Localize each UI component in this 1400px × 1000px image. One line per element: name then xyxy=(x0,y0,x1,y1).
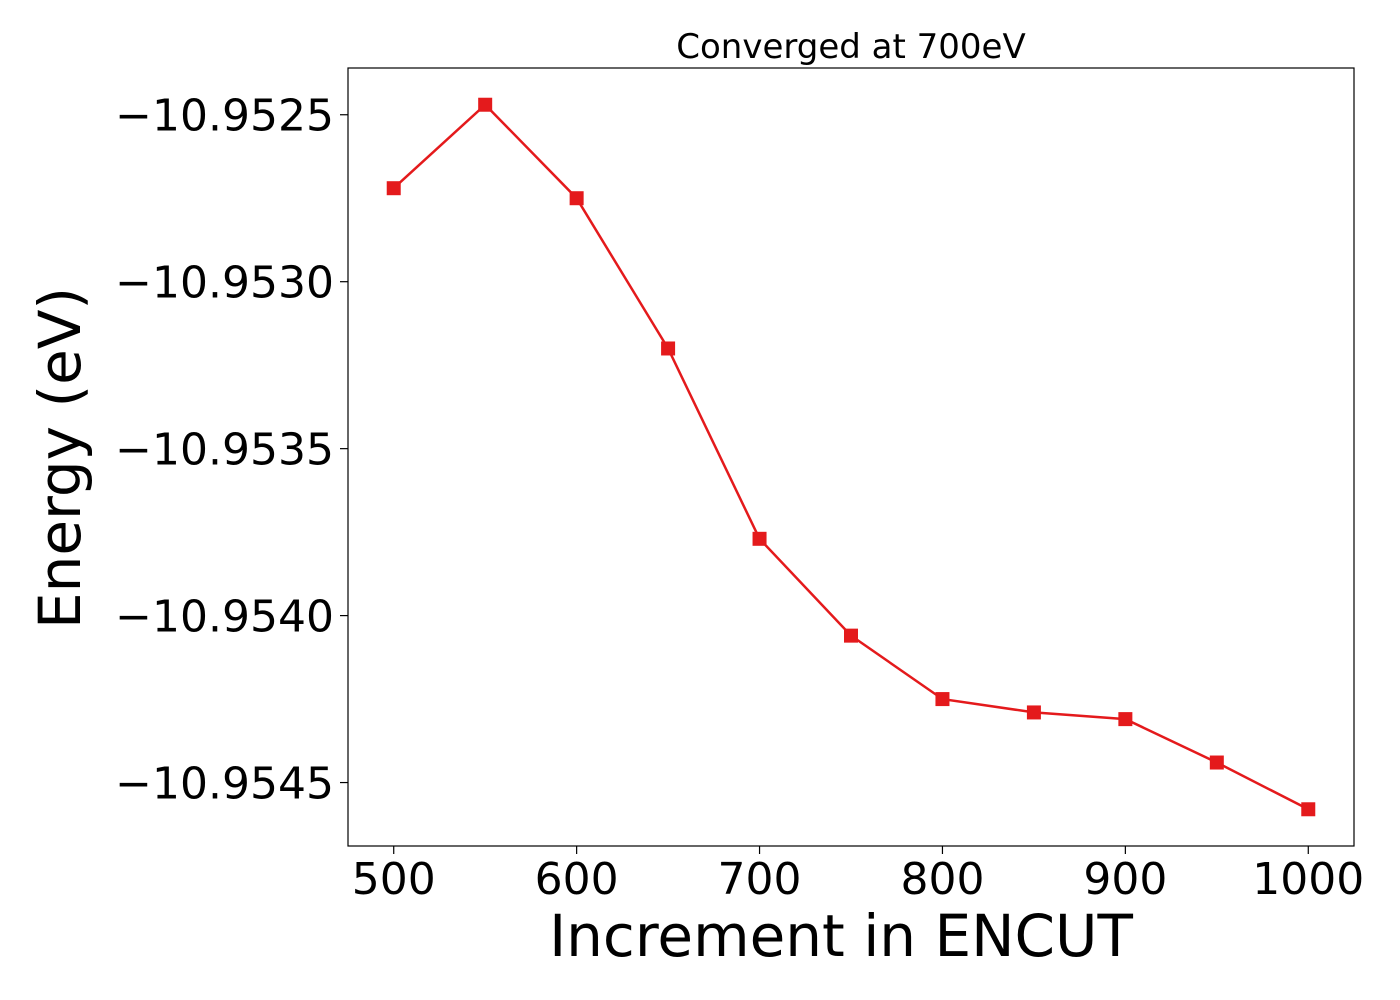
data-point-marker xyxy=(661,341,676,356)
x-axis-label: Increment in ENCUT xyxy=(549,902,1133,970)
y-tick-label: −10.9525 xyxy=(115,91,334,142)
data-point-marker xyxy=(1026,705,1041,720)
y-tick-label: −10.9540 xyxy=(115,592,334,643)
y-tick-label: −10.9545 xyxy=(115,759,334,810)
data-point-marker xyxy=(386,181,401,196)
x-tick-label: 500 xyxy=(352,854,436,905)
x-tick-label: 900 xyxy=(1083,854,1167,905)
y-tick-label: −10.9530 xyxy=(115,258,334,309)
x-tick-label: 800 xyxy=(900,854,984,905)
x-tick-label: 600 xyxy=(535,854,619,905)
series-layer xyxy=(386,97,1316,817)
x-axis-ticks: 500 600 700 800 900 1000 xyxy=(352,846,1364,905)
x-tick-label: 1000 xyxy=(1252,854,1364,905)
data-point-marker xyxy=(478,97,493,112)
data-point-marker xyxy=(1301,802,1316,817)
data-point-marker xyxy=(844,628,858,643)
y-axis-ticks: −10.9525 −10.9530 −10.9535 −10.9540 −10.9545 xyxy=(115,91,348,810)
y-axis-label: Energy (eV) xyxy=(26,287,94,629)
plot-area-frame xyxy=(347,67,1355,847)
data-point-marker xyxy=(752,531,767,546)
series-line xyxy=(392,102,1309,811)
x-tick-label: 700 xyxy=(718,854,802,905)
chart-title: Converged at 700eV xyxy=(676,27,1025,67)
y-tick-label: −10.9535 xyxy=(115,425,334,476)
data-point-marker xyxy=(935,692,950,707)
data-point-marker xyxy=(1209,755,1224,770)
data-point-marker xyxy=(1118,712,1133,727)
data-point-marker xyxy=(569,191,584,206)
